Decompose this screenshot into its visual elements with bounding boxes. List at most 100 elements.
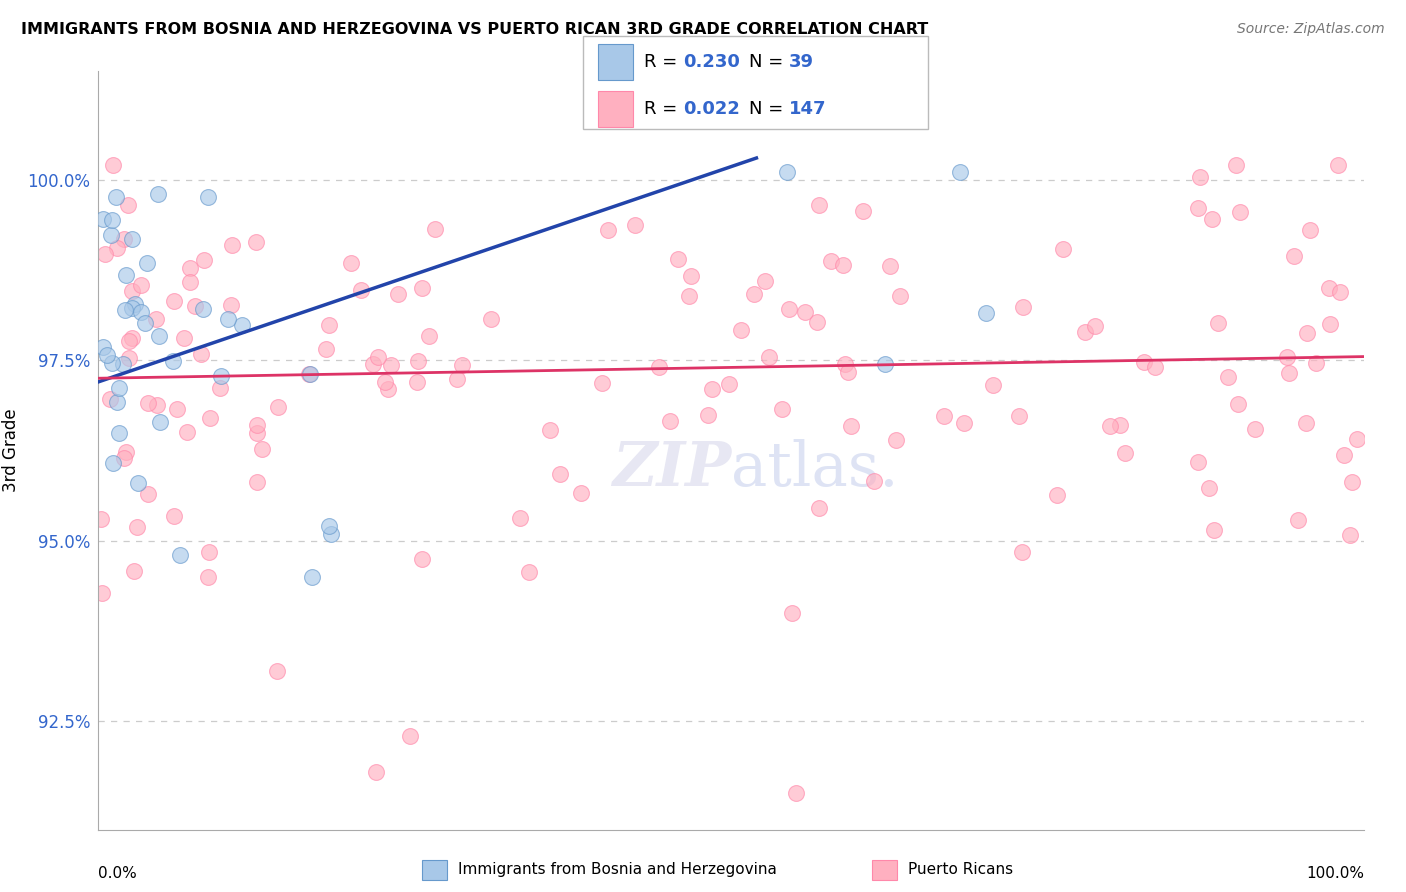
- Point: [406, 354, 429, 368]
- Point: [299, 367, 322, 381]
- Point: [245, 235, 267, 250]
- Point: [146, 398, 169, 412]
- Point: [1198, 481, 1220, 495]
- Point: [591, 376, 613, 391]
- Point: [221, 238, 243, 252]
- Point: [377, 382, 399, 396]
- Point: [221, 298, 243, 312]
- Point: [121, 301, 143, 315]
- Point: [1296, 326, 1319, 341]
- Point: [1052, 242, 1074, 256]
- Point: [96, 348, 118, 362]
- Point: [191, 301, 214, 316]
- Point: [136, 486, 159, 500]
- Point: [1339, 527, 1361, 541]
- Point: [538, 423, 561, 437]
- Point: [122, 565, 145, 579]
- Point: [118, 334, 141, 348]
- Point: [778, 301, 800, 316]
- Point: [1187, 454, 1209, 468]
- Point: [198, 545, 221, 559]
- Point: [315, 342, 337, 356]
- Text: atlas.: atlas.: [731, 439, 898, 499]
- Point: [1286, 512, 1309, 526]
- Point: [569, 485, 592, 500]
- Point: [145, 311, 167, 326]
- Point: [107, 425, 129, 440]
- Point: [659, 414, 682, 428]
- Point: [94, 246, 117, 260]
- Point: [1189, 169, 1212, 184]
- Point: [1229, 205, 1251, 219]
- Point: [1346, 432, 1368, 446]
- Point: [162, 508, 184, 523]
- Point: [702, 382, 724, 396]
- Point: [1187, 201, 1209, 215]
- Point: [193, 252, 215, 267]
- Point: [374, 375, 396, 389]
- Point: [166, 402, 188, 417]
- Point: [832, 258, 855, 272]
- Point: [1225, 158, 1247, 172]
- Point: [1333, 448, 1355, 462]
- Point: [1114, 446, 1136, 460]
- Point: [806, 315, 828, 329]
- Point: [852, 204, 875, 219]
- Point: [129, 278, 152, 293]
- Point: [785, 787, 807, 801]
- Point: [1341, 475, 1364, 490]
- Point: [862, 475, 884, 489]
- Point: [1143, 359, 1166, 374]
- Point: [418, 329, 440, 343]
- Text: IMMIGRANTS FROM BOSNIA AND HERZEGOVINA VS PUERTO RICAN 3RD GRADE CORRELATION CHA: IMMIGRANTS FROM BOSNIA AND HERZEGOVINA V…: [21, 22, 928, 37]
- Point: [108, 381, 131, 395]
- Point: [319, 526, 342, 541]
- Point: [678, 289, 700, 303]
- Point: [399, 729, 422, 743]
- Point: [1011, 545, 1033, 559]
- Point: [1084, 319, 1107, 334]
- Point: [793, 305, 815, 319]
- Point: [179, 261, 201, 276]
- Point: [730, 323, 752, 337]
- Point: [1282, 249, 1305, 263]
- Point: [1299, 223, 1322, 237]
- Point: [340, 256, 363, 270]
- Text: Source: ZipAtlas.com: Source: ZipAtlas.com: [1237, 22, 1385, 37]
- Point: [266, 664, 288, 678]
- Text: 0.0%: 0.0%: [98, 865, 138, 880]
- Point: [770, 402, 793, 417]
- Point: [301, 570, 323, 584]
- Point: [112, 451, 135, 466]
- Point: [246, 418, 269, 433]
- Point: [1046, 488, 1069, 502]
- Point: [231, 318, 253, 333]
- Point: [820, 254, 842, 268]
- Point: [100, 227, 122, 242]
- Point: [91, 340, 114, 354]
- Point: [107, 395, 129, 409]
- Text: R =: R =: [644, 100, 683, 118]
- Point: [112, 358, 135, 372]
- Point: [101, 212, 124, 227]
- Point: [162, 354, 184, 368]
- Point: [105, 190, 128, 204]
- Point: [509, 511, 531, 525]
- Point: [252, 442, 274, 457]
- Point: [834, 357, 856, 371]
- Point: [754, 274, 776, 288]
- Point: [548, 467, 571, 481]
- Text: 39: 39: [789, 53, 814, 70]
- Y-axis label: 3rd Grade: 3rd Grade: [3, 409, 20, 492]
- Text: 0.230: 0.230: [683, 53, 740, 70]
- Point: [423, 222, 446, 236]
- Point: [1012, 300, 1035, 314]
- Point: [136, 396, 159, 410]
- Point: [363, 357, 385, 371]
- Point: [776, 165, 799, 179]
- Point: [884, 434, 907, 448]
- Point: [105, 241, 128, 255]
- Point: [117, 198, 139, 212]
- Point: [115, 268, 138, 282]
- Point: [648, 359, 671, 374]
